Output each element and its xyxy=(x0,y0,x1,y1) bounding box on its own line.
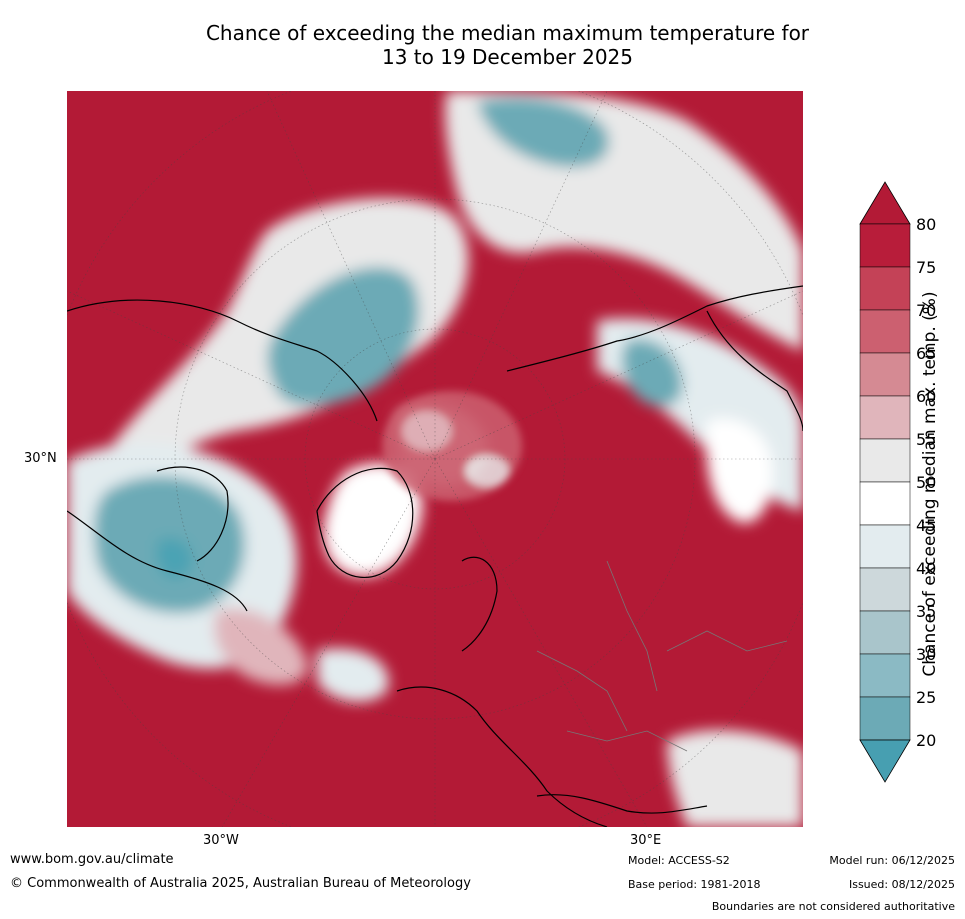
graticule xyxy=(67,91,803,827)
colorbar-tick-label: 70 xyxy=(916,301,936,320)
colorbar-tick-label: 60 xyxy=(916,387,936,406)
footer-url[interactable]: www.bom.gov.au/climate xyxy=(10,852,174,867)
borders xyxy=(536,560,788,752)
scandinavia-coast xyxy=(461,556,498,652)
colorbar-segment xyxy=(859,653,911,698)
pole-mottling xyxy=(382,391,522,501)
colorbar-segment xyxy=(859,610,911,655)
mediterranean-coast xyxy=(536,794,708,814)
colorbar-over-arrow xyxy=(859,181,911,225)
colorbar-tick-label: 20 xyxy=(916,731,936,750)
region-greenland xyxy=(323,463,423,577)
title-line-2: 13 to 19 December 2025 xyxy=(381,45,633,69)
footer-copyright: © Commonwealth of Australia 2025, Austra… xyxy=(10,876,471,891)
footer-issued: Issued: 08/12/2025 xyxy=(848,878,955,891)
region-arabia-transition xyxy=(317,648,389,702)
east-asia-coast xyxy=(706,310,803,432)
colorbar-tick-label: 25 xyxy=(916,688,936,707)
chart-title: Chance of exceeding the median maximum t… xyxy=(0,21,965,69)
region-great-lakes-cool xyxy=(157,537,193,579)
colorbar-tick-label: 40 xyxy=(916,559,936,578)
colorbar-segment xyxy=(859,309,911,354)
footer-base-period: Base period: 1981-2018 xyxy=(628,878,761,891)
title-line-1: Chance of exceeding the median maximum t… xyxy=(205,21,810,45)
lon-label-30e: 30°E xyxy=(630,833,662,848)
colorbar-segment xyxy=(859,524,911,569)
colorbar-tick-label: 65 xyxy=(916,344,936,363)
region-central-asia-north xyxy=(706,418,773,523)
lat-label-30n: 30°N xyxy=(24,451,57,466)
east-america-coast xyxy=(67,510,248,612)
region-northeast-siberia xyxy=(477,97,609,168)
map-svg xyxy=(67,91,803,827)
footer-disclaimer: Boundaries are not considered authoritat… xyxy=(711,900,955,913)
map-panel[interactable] xyxy=(67,91,803,827)
colorbar-svg: 80 75 70 65 60 55 50 45 40 35 30 25 20 xyxy=(859,181,936,783)
colorbar-segment xyxy=(859,481,911,526)
colorbar: 80 75 70 65 60 55 50 45 40 35 30 25 20 xyxy=(855,180,936,785)
footer-model: Model: ACCESS-S2 xyxy=(628,854,730,867)
lon-label-30w: 30°W xyxy=(203,833,239,848)
region-middle-east-transition xyxy=(667,730,803,827)
europe-coast xyxy=(396,686,608,827)
colorbar-tick-label: 45 xyxy=(916,516,936,535)
colorbar-tick-label: 75 xyxy=(916,258,936,277)
north-america-arctic-coast xyxy=(67,299,378,422)
greenland-coast xyxy=(316,467,414,578)
footer-model-run: Model run: 06/12/2025 xyxy=(829,854,955,867)
colorbar-segment xyxy=(859,223,911,268)
colorbar-tick-label: 50 xyxy=(916,473,936,492)
siberian-coast xyxy=(506,285,803,372)
colorbar-tick-label: 30 xyxy=(916,645,936,664)
coastlines xyxy=(67,285,803,827)
colorbar-segment xyxy=(859,395,911,440)
colorbar-label: Chance of exceeding median max. temp. (%… xyxy=(920,291,940,677)
region-canada-arctic-west xyxy=(267,267,420,406)
colorbar-tick-label: 55 xyxy=(916,430,936,449)
colorbar-segment xyxy=(859,696,911,741)
hudson-bay-coast xyxy=(156,466,229,562)
colorbar-tick-label: 35 xyxy=(916,602,936,621)
colorbar-segment xyxy=(859,567,911,612)
colorbar-segment xyxy=(859,266,911,311)
colorbar-tick-label: 80 xyxy=(916,215,936,234)
colorbar-segment xyxy=(859,438,911,483)
colorbar-under-arrow xyxy=(859,739,911,783)
region-west-siberia xyxy=(621,339,683,407)
colorbar-segment xyxy=(859,352,911,397)
